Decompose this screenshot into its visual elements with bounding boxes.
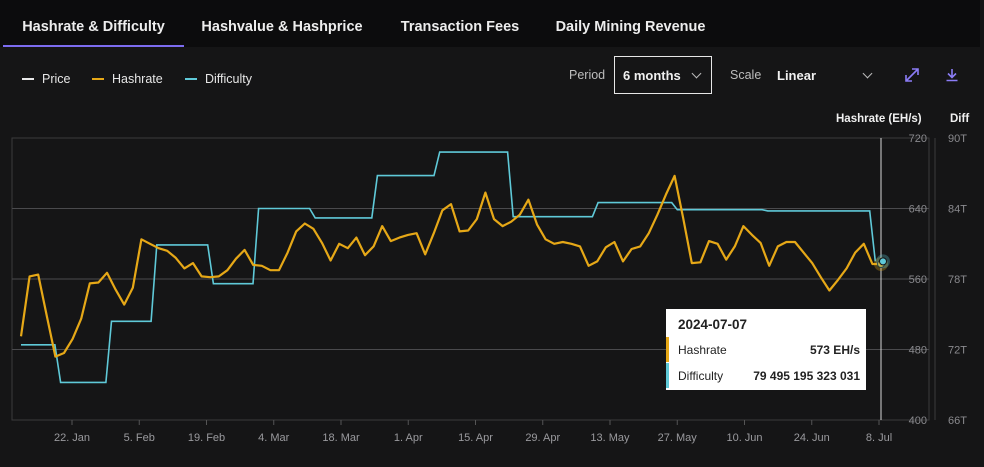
legend-label-difficulty: Difficulty (205, 72, 253, 86)
tab-hashrate-difficulty[interactable]: Hashrate & Difficulty (3, 0, 184, 47)
scale-value: Linear (777, 68, 817, 83)
x-tick-label: 27. May (658, 432, 698, 444)
right-tick-label: 78T (948, 274, 967, 286)
x-tick-label: 22. Jan (54, 432, 90, 444)
right-tick-label: 90T (948, 133, 967, 145)
legend-swatch-difficulty (185, 78, 197, 80)
difficulty-point (879, 257, 887, 266)
tooltip-swatch-difficulty (666, 363, 669, 388)
tooltip-label-difficulty: Difficulty (678, 369, 724, 383)
period-label: Period (569, 68, 606, 82)
x-tick-label: 15. Apr (458, 432, 493, 444)
period-select[interactable]: 6 months (614, 56, 712, 94)
difficulty-line (21, 151, 877, 384)
legend-swatch-price (22, 78, 34, 80)
x-tick-label: 4. Mar (258, 432, 290, 444)
tooltip-label-hashrate: Hashrate (678, 343, 727, 357)
x-tick-label: 13. May (590, 432, 630, 444)
x-tick-label: 29. Apr (525, 432, 560, 444)
legend-hashrate[interactable]: Hashrate (92, 72, 163, 86)
tooltip-row-difficulty: Difficulty 79 495 195 323 031 (666, 363, 866, 388)
tooltip-value-difficulty: 79 495 195 323 031 (753, 369, 860, 383)
x-tick-label: 19. Feb (188, 432, 225, 444)
x-tick-label: 18. Mar (322, 432, 360, 444)
scale-select[interactable]: Linear (772, 60, 880, 92)
hashrate-line (19, 174, 881, 358)
legend-label-price: Price (42, 72, 71, 86)
left-tick-label: 480 (909, 345, 927, 357)
tab-bar: Hashrate & Difficulty Hashvalue & Hashpr… (0, 0, 980, 47)
legend-price[interactable]: Price (22, 72, 70, 86)
left-tick-label: 640 (909, 204, 927, 216)
chart-tooltip: 2024-07-07 Hashrate 573 EH/s Difficulty … (666, 309, 866, 390)
left-tick-label: 560 (909, 274, 927, 286)
x-tick-label: 8. Jul (866, 432, 892, 444)
tab-hashvalue-hashprice[interactable]: Hashvalue & Hashprice (201, 19, 363, 35)
right-axis-title: Diff (950, 113, 970, 125)
expand-arrows-icon[interactable] (903, 66, 921, 84)
right-tick-label: 84T (948, 204, 967, 216)
tooltip-date: 2024-07-07 (678, 317, 748, 332)
tooltip-value-hashrate: 573 EH/s (809, 343, 860, 357)
legend-difficulty[interactable]: Difficulty (185, 72, 252, 86)
scale-label: Scale (730, 68, 762, 82)
left-tick-label: 400 (909, 415, 927, 427)
legend-swatch-hashrate (92, 78, 104, 80)
right-tick-label: 66T (948, 415, 967, 427)
x-tick-label: 1. Apr (394, 432, 423, 444)
x-tick-label: 5. Feb (124, 432, 155, 444)
x-tick-label: 10. Jun (726, 432, 762, 444)
tooltip-row-hashrate: Hashrate 573 EH/s (666, 337, 866, 362)
download-icon[interactable] (943, 66, 961, 84)
right-tick-label: 72T (948, 345, 967, 357)
tab-transaction-fees[interactable]: Transaction Fees (400, 19, 520, 35)
left-tick-label: 720 (909, 133, 927, 145)
left-axis-title: Hashrate (EH/s) (836, 113, 922, 125)
tab-daily-mining-revenue[interactable]: Daily Mining Revenue (555, 19, 706, 35)
tooltip-swatch-hashrate (666, 337, 669, 362)
period-value: 6 months (623, 68, 681, 83)
legend-label-hashrate: Hashrate (112, 72, 163, 86)
x-tick-label: 24. Jun (794, 432, 830, 444)
